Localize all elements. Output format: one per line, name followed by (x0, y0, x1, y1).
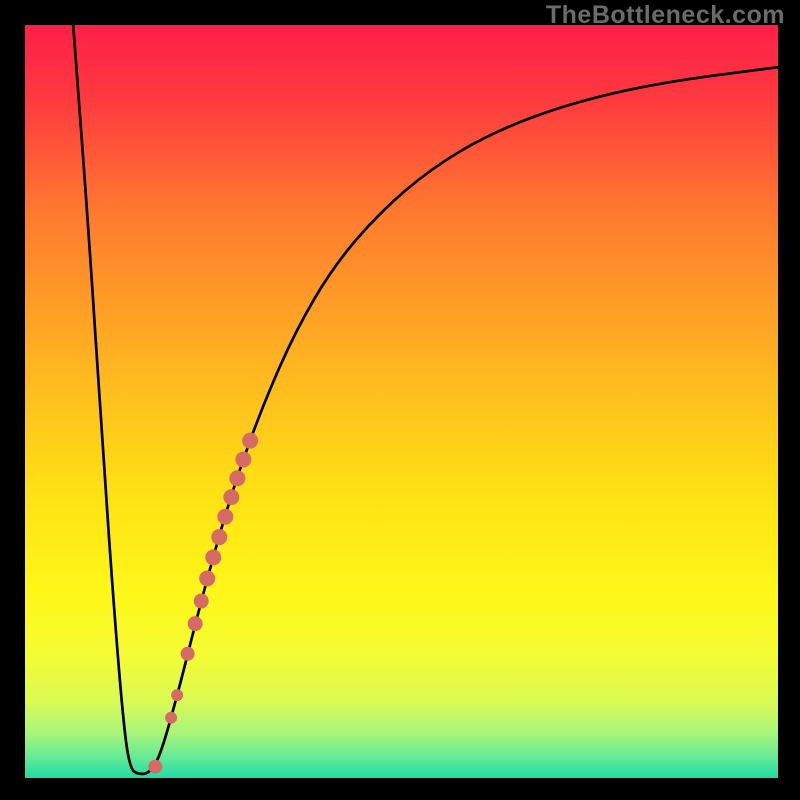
data-marker (236, 452, 251, 467)
chart-container: { "chart": { "type": "line", "canvas": {… (0, 0, 800, 800)
data-marker (224, 490, 239, 505)
data-marker (200, 571, 215, 586)
data-marker (218, 509, 233, 524)
data-marker (206, 550, 221, 565)
data-marker (172, 690, 183, 701)
data-marker (149, 760, 162, 773)
bottleneck-curve-plot (0, 0, 800, 800)
watermark-text: TheBottleneck.com (546, 1, 785, 30)
data-marker (194, 594, 208, 608)
data-marker (243, 433, 258, 448)
data-marker (166, 712, 177, 723)
data-marker (181, 647, 194, 660)
data-marker (188, 617, 202, 631)
plot-background (25, 25, 778, 778)
data-marker (230, 471, 245, 486)
data-marker (212, 530, 227, 545)
